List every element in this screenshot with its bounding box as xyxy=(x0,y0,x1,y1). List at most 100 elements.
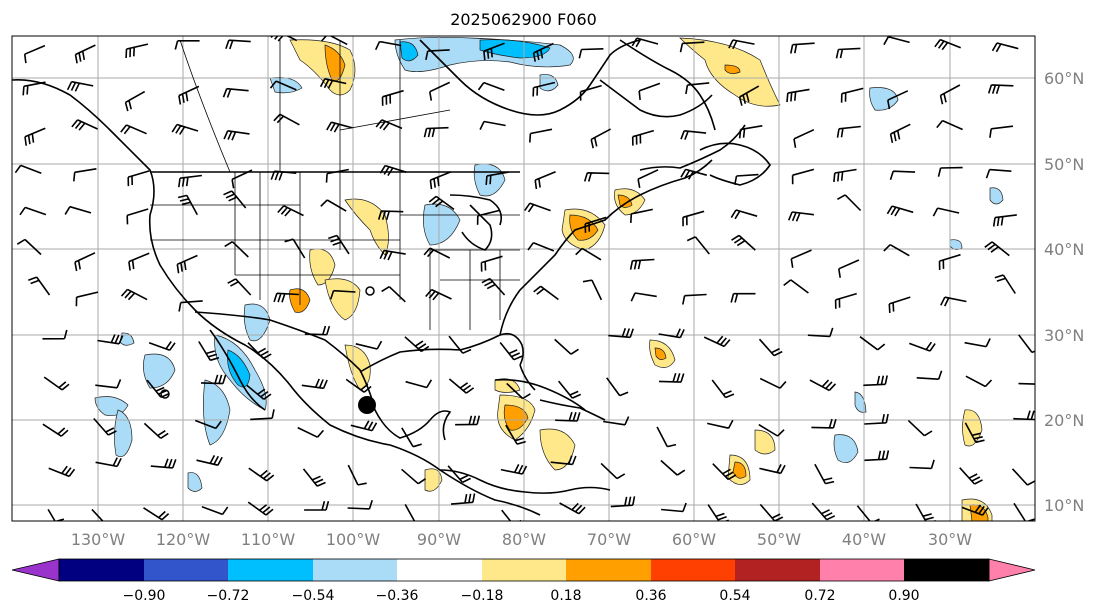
wind-barb xyxy=(47,508,65,521)
wind-barb xyxy=(989,125,1014,138)
latitude-labels: 60°N 50°N 40°N 30°N 20°N 10°N xyxy=(1044,69,1084,515)
wind-barb xyxy=(534,170,556,190)
wind-barb xyxy=(759,464,786,475)
longitude-labels: 130°W 120°W 110°W 100°W 90°W 80°W 70°W 6… xyxy=(71,530,972,549)
wind-barb xyxy=(428,195,455,211)
wind-barb xyxy=(964,422,985,444)
wind-barb xyxy=(1011,468,1035,486)
wind-barb xyxy=(658,372,685,383)
wind-barb xyxy=(429,81,451,101)
colorbar-bin xyxy=(59,559,144,581)
wind-barb xyxy=(992,214,1017,227)
wind-barb xyxy=(660,459,686,476)
wind-barb xyxy=(127,170,150,187)
wind-barb xyxy=(423,126,449,138)
wind-barb xyxy=(686,236,710,255)
wind-barb xyxy=(682,210,705,227)
wind-barb xyxy=(269,80,297,91)
wind-barb xyxy=(480,255,503,272)
wind-barb xyxy=(883,244,910,257)
wind-barb xyxy=(630,292,657,302)
wind-barb xyxy=(23,44,46,64)
wind-barb xyxy=(14,164,42,175)
wind-barb xyxy=(738,125,763,139)
wind-barb xyxy=(916,370,943,380)
wind-barb xyxy=(965,375,993,388)
wind-barb xyxy=(223,130,250,141)
wind-barb xyxy=(578,48,604,59)
wind-barb xyxy=(231,169,253,189)
wind-barb xyxy=(964,338,991,348)
wind-barb xyxy=(661,502,687,513)
wind-barb xyxy=(120,124,147,135)
wind-barb xyxy=(447,465,471,484)
wind-barb xyxy=(128,252,150,271)
colorbar-ticks: −0.90 −0.72 −0.54 −0.36 −0.18 0.18 0.36 … xyxy=(123,588,920,604)
wind-barb xyxy=(707,504,730,521)
wind-barb xyxy=(759,377,787,389)
wind-barb xyxy=(143,507,170,521)
wind-barb xyxy=(476,209,500,225)
wind-barb xyxy=(429,171,452,190)
wind-barb xyxy=(584,216,607,233)
lat-label: 40°N xyxy=(1044,240,1084,259)
wind-barb xyxy=(859,336,886,351)
wind-barb xyxy=(64,205,92,215)
wind-barb xyxy=(730,292,756,303)
wind-barb xyxy=(301,378,328,390)
wind-barb xyxy=(638,82,661,100)
wind-barb xyxy=(381,286,406,303)
wind-barb xyxy=(401,427,422,448)
wind-barb xyxy=(425,49,450,61)
wind-barb xyxy=(125,43,149,59)
wind-barb xyxy=(42,423,69,437)
colorbar-bin xyxy=(735,559,820,581)
wind-barb xyxy=(455,415,481,426)
wind-barb xyxy=(381,89,404,106)
wind-barb xyxy=(273,113,300,126)
lat-label: 20°N xyxy=(1044,411,1084,430)
wind-barb xyxy=(629,258,655,270)
wind-barb xyxy=(178,85,200,105)
colorbar-tick: −0.90 xyxy=(123,588,166,604)
wind-barb xyxy=(685,82,710,95)
wind-barb xyxy=(16,238,42,256)
wind-barb xyxy=(201,505,229,516)
wind-barb xyxy=(864,413,889,425)
wind-barb xyxy=(506,382,531,400)
wind-barb xyxy=(225,39,251,50)
map-frame xyxy=(11,35,1036,522)
wind-barb xyxy=(19,206,47,216)
wind-barb xyxy=(790,42,815,54)
wind-barb xyxy=(177,194,199,216)
wind-barb xyxy=(759,503,784,521)
wind-barb xyxy=(425,288,452,301)
wind-barb xyxy=(809,379,837,392)
wind-barb xyxy=(811,502,836,521)
wind-barb xyxy=(934,38,961,51)
wind-barb xyxy=(401,468,427,485)
wind-barb xyxy=(631,129,655,146)
wind-barb xyxy=(304,500,330,511)
wind-barb xyxy=(246,384,272,400)
wind-barb xyxy=(575,247,602,261)
wind-barb xyxy=(326,121,353,133)
colorbar-tick: −0.18 xyxy=(461,588,504,604)
wind-barb xyxy=(404,504,425,521)
lon-label: 90°W xyxy=(417,530,461,549)
colorbar-tick: 0.90 xyxy=(888,588,919,604)
wind-barb xyxy=(961,504,989,516)
wind-barb xyxy=(405,379,433,389)
wind-barb xyxy=(583,172,610,182)
lon-label: 70°W xyxy=(587,530,631,549)
wind-barb xyxy=(171,123,199,135)
map-title: 2025062900 F060 xyxy=(450,10,597,29)
wind-barb xyxy=(227,278,252,296)
small-circle-marker xyxy=(365,286,375,296)
colorbar-extend-high xyxy=(988,558,1036,582)
wind-barb xyxy=(680,130,707,140)
wind-barb xyxy=(915,503,936,521)
colorbar: −0.90 −0.72 −0.54 −0.36 −0.18 0.18 0.36 … xyxy=(11,558,1036,604)
wind-barb xyxy=(711,379,735,399)
wind-barb xyxy=(600,462,626,480)
